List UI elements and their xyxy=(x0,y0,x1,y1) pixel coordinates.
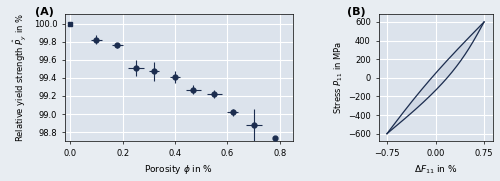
X-axis label: Porosity $\phi$ in %: Porosity $\phi$ in % xyxy=(144,163,214,176)
Y-axis label: Relative yield strength $\hat{P}_y$ in %: Relative yield strength $\hat{P}_y$ in % xyxy=(12,13,28,142)
X-axis label: $\Delta F_{11}$ in %: $\Delta F_{11}$ in % xyxy=(414,163,458,176)
Text: (A): (A) xyxy=(36,7,54,17)
Y-axis label: Stress $P_{11}$ in MPa: Stress $P_{11}$ in MPa xyxy=(332,41,345,114)
Polygon shape xyxy=(387,22,484,134)
Text: (B): (B) xyxy=(346,7,365,17)
